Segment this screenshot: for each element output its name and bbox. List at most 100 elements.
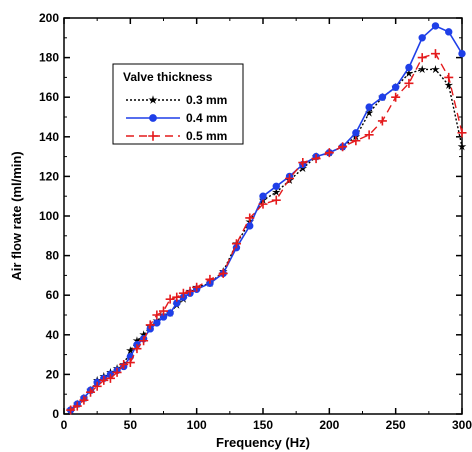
data-point	[149, 114, 157, 122]
y-axis: 0 20 40 60 80 100 120 140 160 180 200	[39, 11, 462, 421]
data-point	[271, 195, 281, 205]
data-point	[378, 93, 387, 101]
data-point	[444, 80, 454, 89]
data-point	[185, 286, 195, 296]
data-point	[205, 274, 215, 284]
data-point	[165, 294, 175, 304]
data-point	[417, 53, 427, 63]
data-point	[258, 199, 268, 209]
data-point	[172, 292, 182, 302]
data-point	[72, 401, 82, 411]
data-point	[352, 129, 360, 137]
x-tick-label: 50	[124, 418, 138, 432]
y-tick-label: 60	[46, 288, 60, 302]
data-point	[457, 128, 467, 138]
data-point	[105, 373, 115, 383]
x-tick-label: 250	[386, 418, 406, 432]
data-point	[431, 22, 440, 30]
x-tick-label: 200	[319, 418, 339, 432]
x-tick-label: 0	[61, 418, 68, 432]
y-tick-label: 80	[46, 249, 60, 263]
x-axis: 0 50 100 150 200 250 300	[61, 18, 472, 432]
data-point	[404, 68, 414, 78]
x-axis-label: Frequency (Hz)	[216, 435, 310, 450]
data-point	[159, 306, 168, 316]
data-point	[139, 330, 148, 339]
data-point	[431, 64, 440, 74]
data-point	[166, 309, 174, 317]
data-point	[119, 360, 129, 369]
data-point	[417, 64, 427, 74]
data-point	[152, 310, 162, 320]
series-line	[70, 52, 463, 411]
data-point	[405, 63, 413, 72]
data-point	[364, 108, 374, 117]
x-tick-label: 150	[253, 418, 273, 432]
data-point	[178, 288, 188, 298]
y-tick-label: 160	[39, 90, 59, 104]
data-point	[148, 95, 158, 104]
y-tick-label: 100	[39, 209, 59, 223]
data-point	[377, 116, 387, 126]
data-point	[418, 34, 426, 42]
data-point	[139, 336, 149, 346]
data-point	[351, 136, 361, 146]
legend-title: Valve thickness	[123, 70, 213, 84]
y-tick-label: 200	[39, 11, 59, 25]
data-point	[259, 192, 267, 200]
x-tick-label: 300	[452, 418, 472, 432]
legend-entry: 0.4 mm	[126, 111, 227, 125]
legend-label: 0.3 mm	[186, 93, 227, 107]
data-point	[391, 83, 400, 92]
series-layer	[66, 22, 467, 415]
data-point	[391, 92, 401, 102]
series-0-5-mm	[66, 49, 467, 415]
legend-label: 0.5 mm	[186, 129, 227, 143]
data-point	[79, 395, 89, 405]
y-tick-label: 0	[52, 407, 59, 421]
data-point	[246, 222, 254, 230]
data-point	[311, 154, 321, 164]
data-point	[285, 173, 295, 183]
data-point	[457, 142, 467, 151]
legend-entry: 0.3 mm	[126, 93, 227, 107]
data-point	[132, 336, 142, 345]
y-tick-label: 120	[39, 169, 59, 183]
series-line	[70, 68, 463, 411]
data-point	[153, 319, 161, 327]
data-point	[112, 367, 122, 377]
data-point	[404, 78, 414, 88]
data-point	[338, 142, 348, 152]
y-axis-label: Air flow rate (ml/min)	[9, 151, 24, 280]
data-point	[364, 130, 374, 140]
data-point	[66, 405, 76, 415]
legend: Valve thickness 0.3 mm 0.4 mm 0.5 mm	[112, 63, 244, 145]
legend-entries: 0.3 mm 0.4 mm 0.5 mm	[126, 93, 227, 143]
data-point	[445, 28, 453, 36]
data-point	[365, 103, 373, 111]
data-point	[271, 187, 281, 196]
data-point	[92, 381, 102, 391]
data-point	[444, 72, 454, 82]
data-point	[192, 282, 202, 292]
data-point	[132, 344, 142, 354]
data-point	[99, 375, 109, 385]
y-tick-label: 140	[39, 130, 59, 144]
data-point	[125, 358, 135, 368]
data-point	[245, 213, 255, 223]
data-point	[86, 387, 96, 397]
data-point	[231, 239, 241, 249]
y-tick-label: 20	[46, 367, 60, 381]
y-tick-label: 180	[39, 51, 59, 65]
data-point	[324, 148, 334, 158]
data-point	[126, 346, 135, 355]
data-point	[458, 49, 466, 58]
data-point	[145, 320, 155, 330]
data-point	[218, 268, 228, 278]
legend-box	[112, 63, 244, 145]
y-tick-label: 40	[46, 328, 60, 342]
data-point	[298, 158, 308, 168]
legend-entry: 0.5 mm	[126, 129, 227, 143]
legend-label: 0.4 mm	[186, 111, 227, 125]
